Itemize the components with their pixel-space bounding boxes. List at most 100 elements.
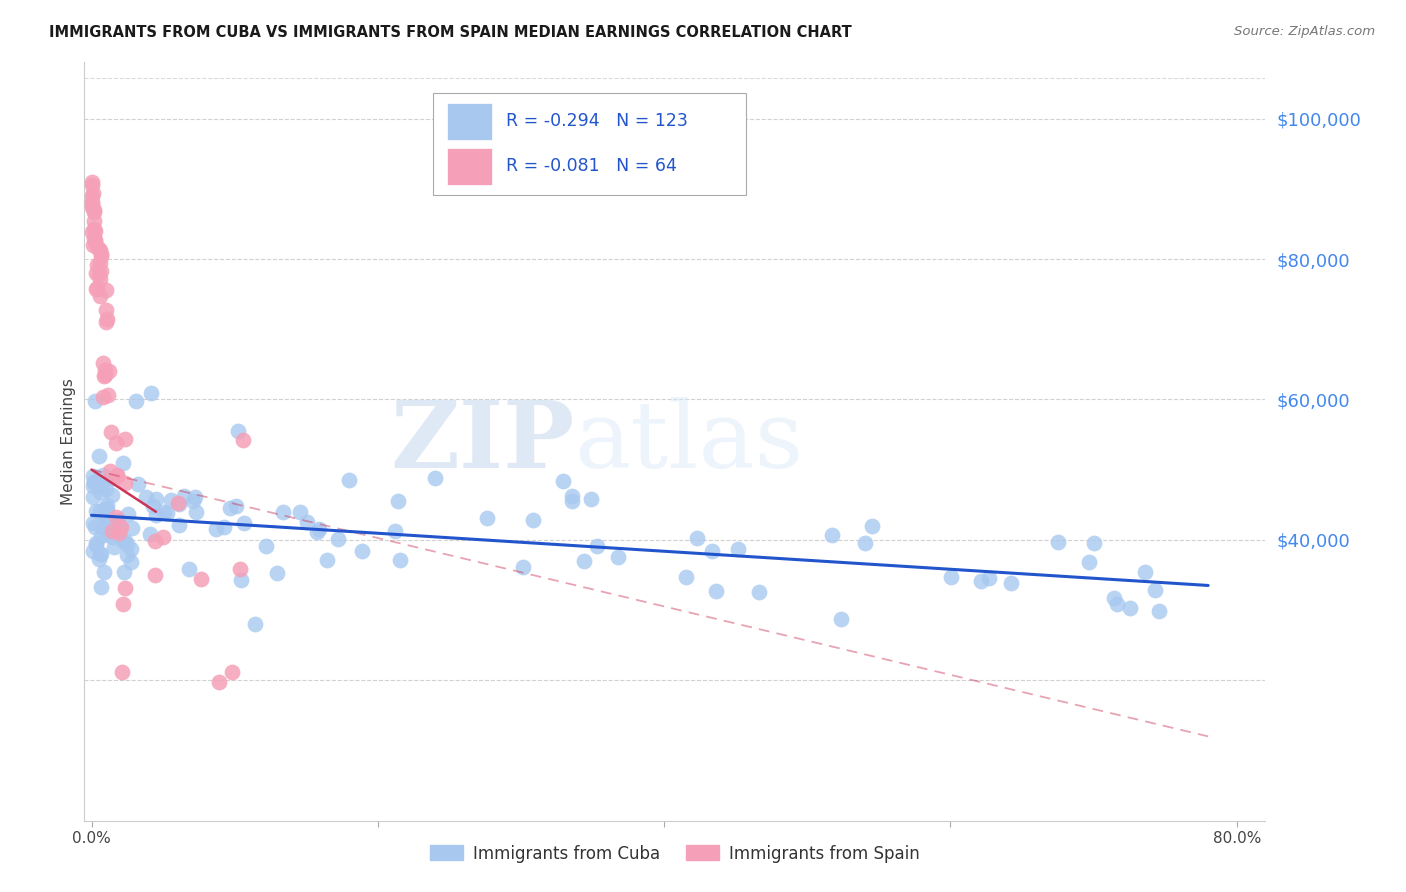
Point [82,195,104,210]
Point [243,617,266,632]
Point [90,249,112,263]
Y-axis label: Median Earnings: Median Earnings [60,378,76,505]
Point [83,475,105,490]
Point [112,456,135,470]
Point [96,482,118,496]
Point [232,433,254,447]
Point [143,568,166,582]
Point [208,675,231,690]
Point [86,536,108,550]
Point [83,222,105,236]
Point [91,356,114,370]
Point [89,504,111,518]
Point [105,436,128,450]
Point [96,302,118,317]
FancyBboxPatch shape [433,93,745,195]
Point [101,471,124,485]
Point [167,496,190,510]
Point [86,281,108,295]
Point [89,272,111,286]
Point [84,282,107,296]
Point [233,516,256,530]
Point [84,266,107,280]
Point [111,533,134,548]
Point [1000,575,1022,590]
Point [551,475,574,489]
Point [142,499,165,513]
Point [84,224,107,238]
Bar [447,103,492,140]
Point [110,520,132,534]
Point [86,241,108,255]
Point [98,464,121,478]
Point [1078,555,1101,569]
Point [522,513,544,527]
Point [94,368,117,382]
Point [91,521,114,535]
Point [83,214,105,228]
Bar [447,148,492,185]
Point [512,560,534,574]
Point [159,493,181,508]
Point [84,235,107,249]
Point [89,243,111,257]
Point [100,488,122,502]
Point [184,490,207,504]
Point [152,530,174,544]
Point [105,469,128,483]
Point [82,490,104,504]
Point [308,522,330,536]
Point [219,500,242,515]
Point [266,566,288,580]
Point [114,476,136,491]
Point [153,505,176,519]
Point [135,490,157,504]
Point [290,505,312,519]
Point [143,533,166,548]
Point [1133,565,1156,579]
Point [93,509,115,524]
Point [111,665,134,680]
Point [305,524,328,539]
Point [83,202,105,217]
Point [295,515,318,529]
Point [579,491,602,506]
Point [1083,536,1105,550]
Point [384,524,406,539]
Point [84,538,107,552]
Point [89,449,111,463]
Point [91,521,114,535]
Text: R = -0.081   N = 64: R = -0.081 N = 64 [506,158,676,176]
Point [104,510,127,524]
Point [94,315,117,329]
Point [127,476,149,491]
Point [82,543,104,558]
Point [1149,604,1171,618]
Point [1047,535,1070,549]
Text: IMMIGRANTS FROM CUBA VS IMMIGRANTS FROM SPAIN MEDIAN EARNINGS CORRELATION CHART: IMMIGRANTS FROM CUBA VS IMMIGRANTS FROM … [49,25,852,40]
Point [167,497,190,511]
Point [606,550,628,565]
Point [686,532,709,546]
Point [91,467,114,482]
Point [83,233,105,247]
Legend: Immigrants from Cuba, Immigrants from Spain: Immigrants from Cuba, Immigrants from Sp… [423,838,927,869]
Point [138,527,160,541]
Point [115,548,138,562]
Point [87,267,110,281]
Point [221,665,243,679]
Point [326,533,349,547]
Point [1119,601,1142,615]
Point [82,516,104,530]
Point [145,508,167,522]
Point [101,530,124,544]
Point [561,494,583,508]
Point [190,572,212,586]
Point [94,283,117,297]
Point [1104,591,1126,606]
Point [979,570,1001,584]
Point [87,552,110,566]
Point [121,541,143,556]
Point [83,475,105,489]
Point [675,570,697,584]
